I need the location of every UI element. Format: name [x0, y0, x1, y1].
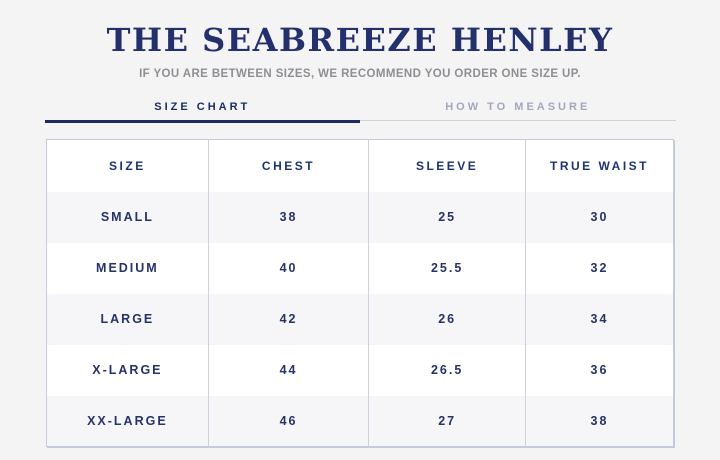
- sleeve-value-cell: 25.5: [368, 242, 526, 294]
- sleeve-value-cell: 25: [368, 191, 526, 243]
- chest-value-cell: 46: [207, 395, 369, 447]
- table-header-row: SIZE CHEST SLEEVE TRUE WAIST: [46, 139, 674, 192]
- column-header-sleeve: SLEEVE: [368, 139, 526, 192]
- size-label-cell: X-LARGE: [92, 363, 163, 377]
- tab-how-to-measure[interactable]: HOW TO MEASURE: [360, 101, 676, 121]
- true-waist-value-cell: 32: [525, 242, 674, 294]
- size-label-cell: MEDIUM: [96, 261, 159, 275]
- tab-size-chart[interactable]: SIZE CHART: [44, 101, 360, 123]
- chest-value-cell: 38: [207, 191, 369, 243]
- chest-value-cell: 40: [207, 242, 369, 294]
- true-waist-value-cell: 38: [525, 395, 674, 447]
- size-label-cell: LARGE: [100, 312, 155, 326]
- sleeve-value-cell: 26: [368, 293, 526, 345]
- column-header-true-waist: TRUE WAIST: [525, 139, 674, 192]
- tab-bar: SIZE CHART HOW TO MEASURE: [44, 101, 676, 123]
- table-row-x-large: X-LARGE 44 26.5 36: [46, 344, 674, 396]
- table-row-xx-large: XX-LARGE 46 27 38: [46, 395, 674, 447]
- table-row-small: SMALL 38 25 30: [46, 191, 674, 243]
- sizing-recommendation-note: IF YOU ARE BETWEEN SIZES, WE RECOMMEND Y…: [139, 68, 581, 80]
- size-chart-table: SIZE CHEST SLEEVE TRUE WAIST SMALL 38 25…: [46, 139, 674, 447]
- table-row-medium: MEDIUM 40 25.5 32: [46, 242, 674, 294]
- true-waist-value-cell: 34: [525, 293, 674, 345]
- column-header-size: SIZE: [109, 158, 146, 173]
- sleeve-value-cell: 26.5: [368, 344, 526, 396]
- size-label-cell: SMALL: [100, 210, 154, 224]
- table-row-large: LARGE 42 26 34: [46, 293, 674, 345]
- true-waist-value-cell: 30: [525, 191, 674, 243]
- size-label-cell: XX-LARGE: [87, 413, 168, 428]
- sleeve-value-cell: 27: [368, 395, 526, 447]
- chest-value-cell: 44: [207, 344, 369, 396]
- true-waist-value-cell: 36: [525, 344, 674, 396]
- chest-value-cell: 42: [207, 293, 369, 345]
- column-header-chest: CHEST: [207, 139, 369, 192]
- page-title: THE SEABREEZE HENLEY: [106, 21, 614, 59]
